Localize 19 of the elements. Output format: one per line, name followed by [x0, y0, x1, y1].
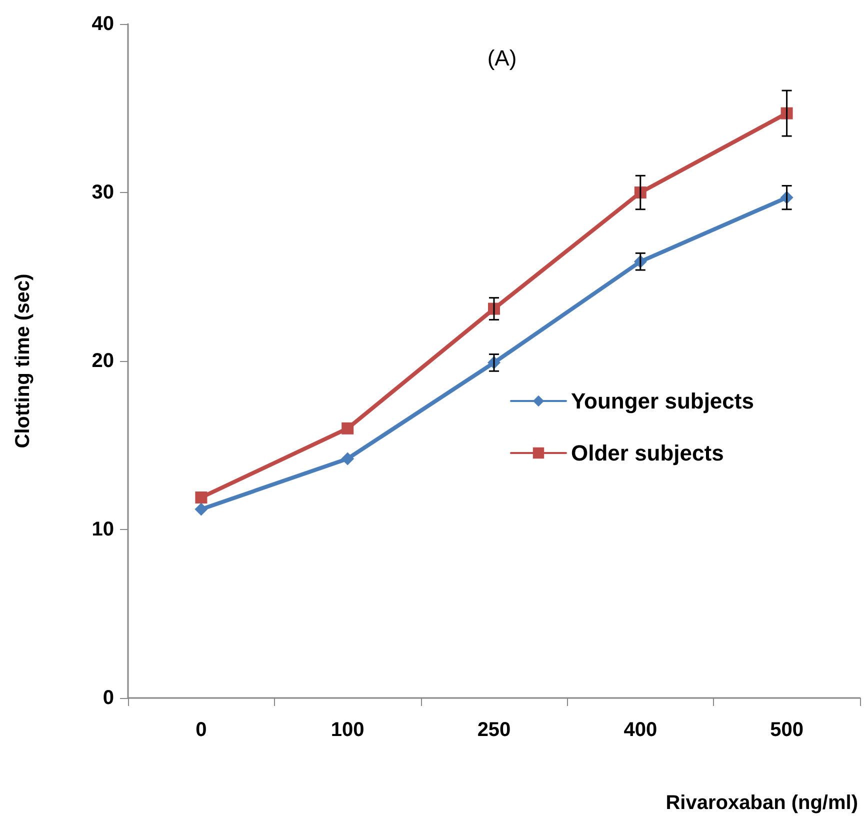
x-tick-label: 400	[624, 719, 658, 741]
point	[195, 491, 208, 504]
y-tick-label: 0	[102, 687, 114, 709]
point	[342, 422, 354, 434]
legend-label: Older subjects	[571, 440, 724, 466]
y-tick-label: 20	[92, 350, 114, 372]
x-tick-label: 100	[330, 719, 364, 741]
x-axis-title: Rivaroxaban (ng/ml)	[666, 792, 858, 814]
y-axis-title: Clotting time (sec)	[12, 274, 34, 448]
y-tick-label: 10	[92, 518, 114, 540]
point	[341, 452, 354, 466]
y-tick-label: 30	[92, 182, 114, 204]
y-tick-label: 40	[92, 13, 114, 35]
legend-label: Younger subjects	[571, 388, 754, 414]
text: (A)	[487, 46, 517, 70]
x-tick-label: 250	[477, 719, 511, 741]
x-tick-label: 500	[770, 719, 804, 741]
x-tick-label: 0	[196, 719, 207, 741]
point	[194, 502, 208, 516]
